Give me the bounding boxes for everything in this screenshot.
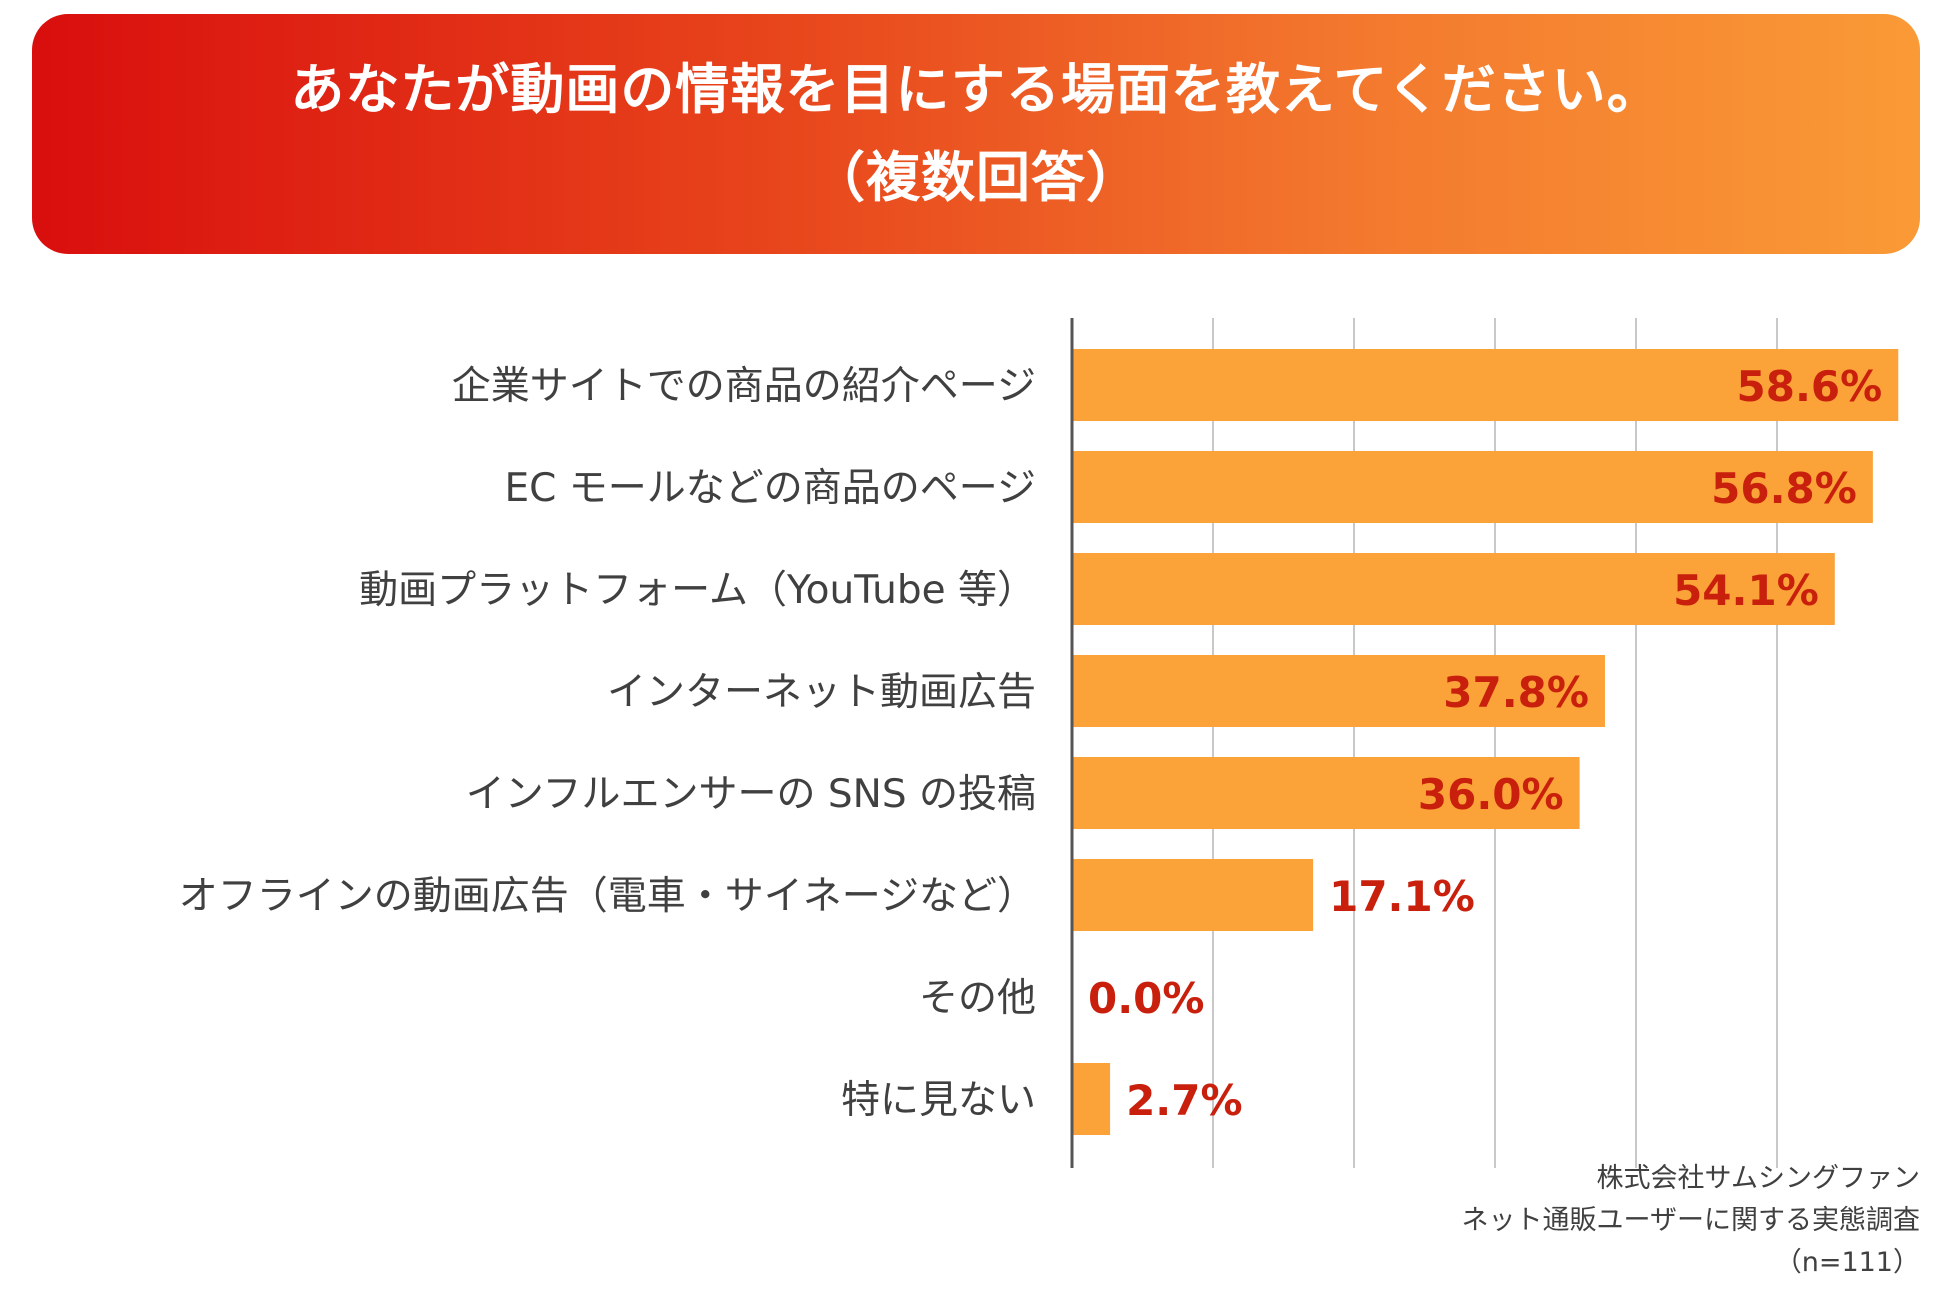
bar-1 — [1072, 451, 1873, 523]
source-sample-size: （n=111） — [1774, 1247, 1920, 1278]
source-company: 株式会社サムシングファン — [1596, 1163, 1920, 1194]
bar-0 — [1072, 349, 1899, 421]
category-label-1: EC モールなどの商品のページ — [505, 466, 1037, 511]
chart-title-line-1: あなたが動画の情報を目にする場面を教えてください。 — [290, 58, 1662, 121]
value-label-4: 36.0% — [1418, 770, 1564, 819]
category-label-4: インフルエンサーの SNS の投稿 — [466, 772, 1036, 817]
value-label-6: 0.0% — [1088, 974, 1204, 1023]
category-label-7: 特に見ない — [841, 1078, 1036, 1123]
chart-title-banner: あなたが動画の情報を目にする場面を教えてください。 （複数回答） — [32, 14, 1920, 254]
category-labels: 企業サイトでの商品の紹介ページ EC モールなどの商品のページ動画プラットフォーム… — [179, 364, 1036, 1123]
bar-5 — [1072, 859, 1314, 931]
bar-7 — [1072, 1063, 1111, 1135]
bars — [1072, 349, 1899, 1135]
category-label-2: 動画プラットフォーム（YouTube 等） — [359, 568, 1036, 613]
source-note: 株式会社サムシングファン ネット通販ユーザーに関する実態調査 （n=111） — [1462, 1158, 1920, 1284]
value-label-7: 2.7% — [1126, 1076, 1242, 1125]
category-label-5: オフラインの動画広告（電車・サイネージなど） — [179, 874, 1036, 919]
value-label-1: 56.8% — [1711, 464, 1857, 513]
category-label-6: その他 — [919, 976, 1036, 1021]
value-label-2: 54.1% — [1673, 566, 1819, 615]
bar-2 — [1072, 553, 1835, 625]
grid-lines — [1212, 318, 1778, 1168]
value-label-3: 37.8% — [1443, 668, 1589, 717]
category-label-3: インターネット動画広告 — [607, 670, 1036, 715]
bar-4 — [1072, 757, 1580, 829]
value-label-0: 58.6% — [1737, 362, 1883, 411]
source-survey: ネット通販ユーザーに関する実態調査 — [1461, 1205, 1920, 1236]
category-label-0: 企業サイトでの商品の紹介ページ — [452, 364, 1036, 409]
value-label-5: 17.1% — [1329, 872, 1475, 921]
chart-title-line-2: （複数回答） — [811, 146, 1141, 209]
value-labels: 58.6% 56.8% 54.1% 37.8% 36.0% 17.1% 0.0% 2.7% — [1088, 362, 1882, 1125]
bar-3 — [1072, 655, 1605, 727]
